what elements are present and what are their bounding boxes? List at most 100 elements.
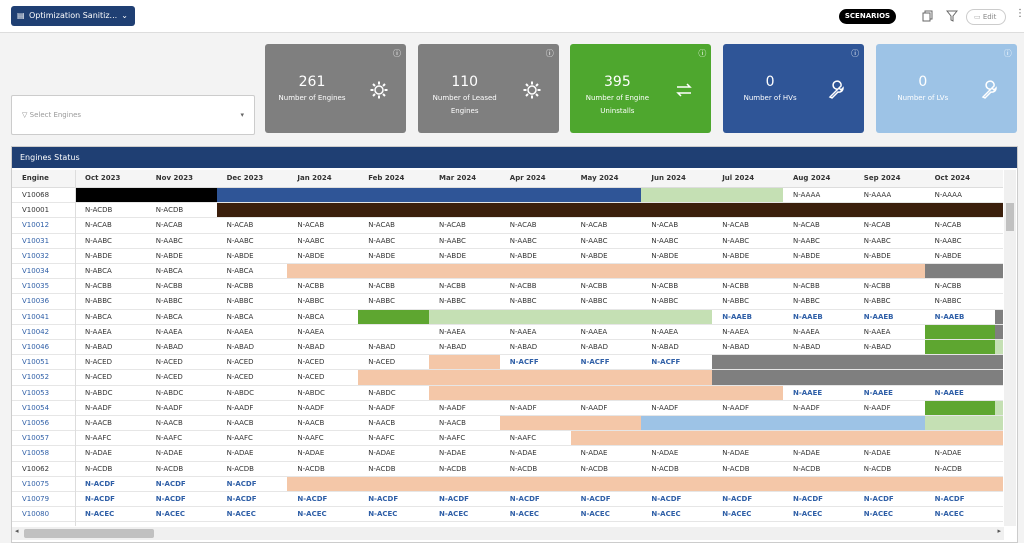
- status-bar: [570, 431, 1003, 446]
- column-header: Jul 2024: [722, 174, 755, 182]
- row: [12, 431, 1003, 447]
- status-cell: N-ABCA: [85, 267, 112, 275]
- panel-title: Engines Status: [20, 153, 80, 162]
- engine-name[interactable]: V10042: [22, 327, 50, 336]
- h-scrollbar[interactable]: ◂ ▸: [12, 527, 1004, 540]
- status-cell: N-ACDF: [722, 495, 753, 503]
- status-cell: N-ACEC: [439, 510, 469, 519]
- status-cell: N-ACED: [155, 373, 183, 382]
- column-header: Engine: [22, 174, 49, 182]
- kpi-icon: [522, 80, 542, 104]
- status-cell: N-ABAD: [651, 343, 679, 351]
- info-icon[interactable]: ⓘ: [393, 49, 401, 58]
- row: [12, 416, 1003, 432]
- status-cell: N-AABC: [509, 236, 537, 245]
- status-bar: [287, 476, 1003, 491]
- engine-name[interactable]: V10046: [22, 343, 50, 351]
- status-cell: N-ABAD: [297, 343, 325, 351]
- engine-name[interactable]: V10080: [22, 510, 50, 519]
- status-cell: N-ACED: [85, 358, 112, 367]
- status-cell: N-ACDB: [155, 464, 184, 473]
- engine-name[interactable]: V10054: [22, 403, 50, 412]
- status-cell: N-AAEB: [793, 312, 823, 321]
- engine-name[interactable]: V10075: [22, 479, 50, 488]
- status-cell: N-ACBB: [722, 282, 749, 291]
- status-cell: N-ABAD: [85, 343, 113, 351]
- status-cell: N-ABDE: [509, 251, 537, 260]
- engine-name[interactable]: V10051: [22, 358, 50, 367]
- status-cell: N-ACEC: [509, 510, 540, 519]
- status-cell: N-ACBB: [368, 282, 395, 291]
- status-cell: N-AABC: [439, 236, 466, 245]
- copy-icon[interactable]: [922, 10, 934, 22]
- info-icon[interactable]: ⓘ: [698, 49, 707, 58]
- status-cell: N-ACEC: [934, 510, 964, 519]
- engine-name[interactable]: V10052: [22, 373, 50, 382]
- status-cell: N-AACB: [439, 419, 466, 427]
- engine-name[interactable]: V10036: [22, 297, 50, 306]
- status-cell: N-ACDF: [226, 479, 257, 488]
- engine-name[interactable]: V10031: [22, 236, 50, 245]
- info-icon[interactable]: ⓘ: [851, 49, 860, 58]
- engine-select[interactable]: ▽ Select Engines ▾: [11, 95, 255, 135]
- status-cell: N-ABBC: [793, 297, 820, 306]
- kpi-value: 261: [298, 74, 326, 90]
- row: [12, 492, 1003, 508]
- status-cell: N-ACDF: [934, 495, 965, 503]
- column-header: Feb 2024: [368, 174, 405, 182]
- status-cell: N-ACDB: [793, 464, 821, 473]
- status-cell: N-AAEE: [934, 388, 964, 397]
- scenarios-button[interactable]: SCENARIOS: [839, 9, 896, 24]
- engine-name[interactable]: V10034: [22, 267, 50, 275]
- status-cell: N-AAEE: [793, 388, 823, 397]
- status-cell: N-AABC: [297, 236, 325, 245]
- engine-name[interactable]: V10079: [22, 495, 50, 503]
- status-cell: N-AAEB: [722, 312, 752, 321]
- engine-name[interactable]: V10041: [22, 312, 50, 321]
- status-cell: N-AABC: [651, 236, 679, 245]
- kpi-label: Number of Engine Uninstalls: [585, 94, 650, 115]
- engines-panel: Engines Status Engine Oct 2023 Nov 2023 Dec…: [11, 146, 1018, 543]
- engine-name[interactable]: V10053: [22, 388, 50, 397]
- status-cell: N-ACDF: [297, 495, 328, 503]
- report-dropdown[interactable]: Optimization Sanitiz... ▤ ⌄: [11, 6, 135, 26]
- engine-name[interactable]: V10058: [22, 449, 50, 458]
- status-bar: [712, 370, 1003, 385]
- kpi-card: 0 Number of LVs ⓘ: [875, 44, 1017, 133]
- header-row: [12, 170, 1003, 188]
- status-cell: N-ABDC: [155, 388, 184, 397]
- engine-name[interactable]: V10057: [22, 434, 50, 443]
- status-cell: N-ACEC: [651, 510, 681, 519]
- engine-name[interactable]: V10032: [22, 251, 50, 260]
- status-cell: N-AAEA: [297, 327, 324, 336]
- row: [12, 264, 1003, 280]
- status-cell: N-ACBB: [651, 282, 679, 291]
- status-cell: N-ADAE: [439, 449, 466, 458]
- status-cell: N-ABDC: [226, 388, 255, 397]
- status-cell: N-ACEC: [297, 510, 327, 519]
- info-icon[interactable]: ⓘ: [1003, 49, 1012, 58]
- kpi-value: 395: [604, 74, 631, 90]
- status-cell: N-ACDB: [226, 464, 254, 473]
- kpi-value: 110: [451, 74, 479, 90]
- column-header: Jan 2024: [297, 174, 332, 182]
- edit-button[interactable]: ▭ Edit: [966, 9, 1006, 25]
- more-menu[interactable]: ⋮: [1015, 8, 1024, 19]
- engine-name[interactable]: V10056: [22, 419, 50, 427]
- status-cell: N-ADAE: [580, 449, 608, 458]
- info-icon[interactable]: ⓘ: [545, 49, 554, 58]
- row: [12, 325, 1003, 340]
- status-cell: N-ACBB: [155, 282, 183, 291]
- engine-name[interactable]: V10035: [22, 282, 50, 291]
- status-cell: N-ABCA: [155, 267, 183, 275]
- status-cell: N-ABBC: [85, 297, 112, 306]
- status-cell: N-ACAB: [793, 221, 820, 230]
- kpi-card: 395 Number of Engine Uninstalls ⓘ: [570, 44, 712, 133]
- v-scrollbar[interactable]: [1004, 170, 1016, 526]
- status-cell: N-ACDF: [368, 495, 399, 503]
- filter-icon[interactable]: [946, 10, 958, 22]
- column-header: Aug 2024: [793, 174, 831, 182]
- column-header: May 2024: [580, 174, 619, 182]
- engine-name[interactable]: V10012: [22, 221, 50, 230]
- row: [12, 462, 1003, 477]
